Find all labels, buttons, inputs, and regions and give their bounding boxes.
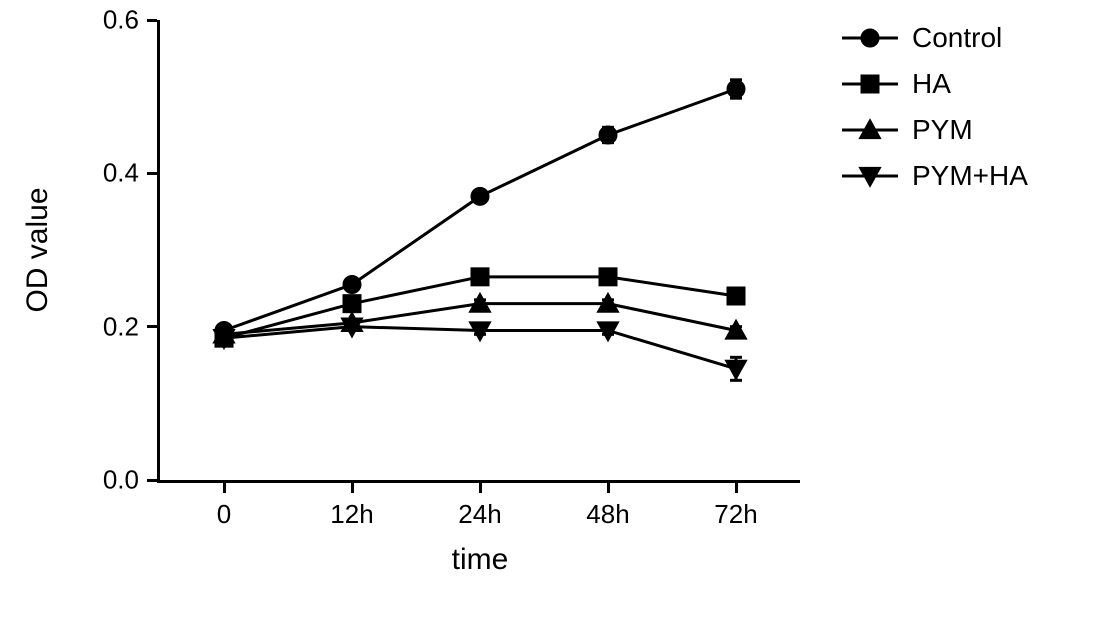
legend-swatch bbox=[840, 72, 900, 96]
legend-row: PYM+HA bbox=[840, 160, 1028, 192]
legend-label: PYM+HA bbox=[912, 160, 1028, 192]
series-marker bbox=[471, 187, 489, 205]
legend-label: HA bbox=[912, 68, 951, 100]
series-marker bbox=[343, 295, 361, 313]
legend-label: Control bbox=[912, 22, 1002, 54]
series-marker bbox=[343, 276, 361, 294]
series-marker bbox=[725, 360, 747, 379]
legend-row: PYM bbox=[840, 114, 1028, 146]
legend: Control HA PYM PYM+HA bbox=[840, 22, 1028, 206]
legend-swatch bbox=[840, 26, 900, 50]
chart-container: 0.00.20.40.6 012h24h48h72h OD value time… bbox=[0, 0, 1113, 619]
legend-row: HA bbox=[840, 68, 1028, 100]
series-marker bbox=[599, 268, 617, 286]
legend-swatch bbox=[840, 164, 900, 188]
legend-swatch bbox=[840, 118, 900, 142]
series-marker bbox=[599, 126, 617, 144]
series-marker bbox=[727, 287, 745, 305]
legend-label: PYM bbox=[912, 114, 973, 146]
series-marker bbox=[727, 80, 745, 98]
legend-row: Control bbox=[840, 22, 1028, 54]
series-marker bbox=[471, 268, 489, 286]
